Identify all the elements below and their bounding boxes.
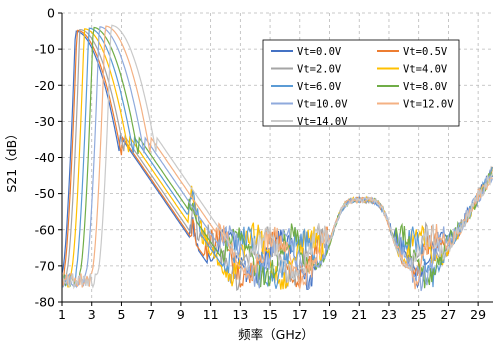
series-line xyxy=(62,24,493,290)
legend-box xyxy=(262,39,460,127)
x-tick-label: 7 xyxy=(147,307,155,322)
y-tick-label: -40 xyxy=(35,150,55,165)
x-tick-label: 23 xyxy=(381,307,397,322)
legend-label: Vt=0.0V xyxy=(297,46,342,58)
x-axis-label: 频率（GHz） xyxy=(238,327,314,342)
legend: Vt=0.0V Vt=0.5V Vt=2.0V Vt=4.0V Vt=6.0V Vt=8.… xyxy=(262,39,460,128)
x-tick-label: 25 xyxy=(411,307,427,322)
x-tick-label: 5 xyxy=(117,307,125,322)
y-axis-label: S21（dB） xyxy=(4,127,19,192)
x-tick-label: 21 xyxy=(351,307,367,322)
x-tick-label: 19 xyxy=(322,307,338,322)
legend-label: Vt=12.0V xyxy=(403,99,454,111)
axes xyxy=(58,12,493,306)
x-tick-label: 27 xyxy=(440,307,456,322)
plot-area xyxy=(62,24,493,292)
y-tick-label: -30 xyxy=(35,114,55,129)
y-tick-label: -50 xyxy=(35,186,55,201)
y-tick-labels: 0 -10 -20 -30 -40 -50 -60 -70 -80 xyxy=(35,6,55,310)
x-tick-label: 17 xyxy=(292,307,308,322)
x-tick-label: 29 xyxy=(470,307,486,322)
x-tick-label: 9 xyxy=(177,307,185,322)
y-tick-label: -70 xyxy=(35,258,55,273)
legend-label: Vt=14.0V xyxy=(297,116,348,128)
y-tick-label: 0 xyxy=(47,6,55,21)
y-tick-label: -60 xyxy=(35,222,55,237)
x-tick-label: 3 xyxy=(88,307,96,322)
legend-label: Vt=0.5V xyxy=(403,46,448,58)
legend-label: Vt=8.0V xyxy=(403,81,448,93)
legend-label: Vt=6.0V xyxy=(297,81,342,93)
x-tick-label: 15 xyxy=(262,307,278,322)
x-tick-label: 1 xyxy=(58,307,66,322)
x-tick-label: 13 xyxy=(232,307,248,322)
legend-label: Vt=4.0V xyxy=(403,64,448,76)
x-tick-label: 11 xyxy=(203,307,219,322)
y-tick-label: -10 xyxy=(35,42,55,57)
y-tick-label: -20 xyxy=(35,78,55,93)
series-line xyxy=(62,25,493,290)
legend-label: Vt=2.0V xyxy=(297,64,342,76)
legend-label: Vt=10.0V xyxy=(297,99,348,111)
x-tick-labels: 1 3 5 7 9 11 13 15 17 19 21 23 25 27 29 xyxy=(58,307,486,322)
y-tick-label: -80 xyxy=(35,295,55,310)
series-lines xyxy=(62,24,493,292)
